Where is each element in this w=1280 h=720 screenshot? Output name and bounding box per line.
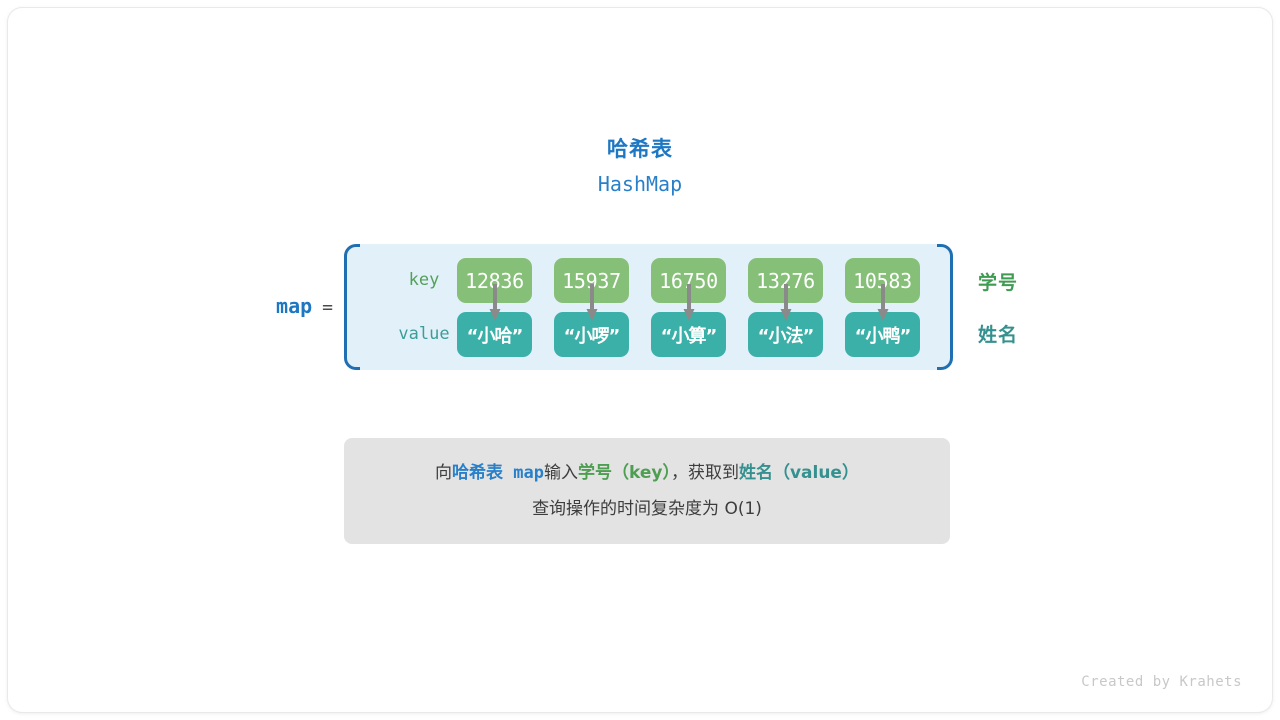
key-cell: 12836 — [457, 258, 532, 303]
key-cell: 10583 — [845, 258, 920, 303]
row-label-key: key — [408, 270, 440, 290]
footer-credit: Created by Krahets — [1081, 674, 1242, 690]
caption-seg-key: 学号（key） — [577, 463, 671, 483]
value-cell-text: “小鸭” — [854, 325, 912, 347]
key-cell-text: 10583 — [853, 268, 912, 293]
map-variable-label: map — [276, 294, 313, 318]
page-title-cn: 哈希表 — [607, 137, 673, 161]
map-assignment: map = — [233, 294, 333, 318]
side-label-value: 姓名 — [978, 324, 1019, 346]
left-bracket — [344, 244, 360, 370]
bucket-entry: 15937 “小啰” — [554, 258, 629, 357]
right-bracket — [937, 244, 953, 370]
caption-seg-map: 哈希表 map — [452, 463, 544, 483]
key-cell-text: 13276 — [756, 268, 815, 293]
value-cell: “小算” — [651, 312, 726, 357]
caption-seg-value: 姓名（value） — [738, 463, 859, 483]
value-cell: “小法” — [748, 312, 823, 357]
value-cell: “小鸭” — [845, 312, 920, 357]
key-cell: 16750 — [651, 258, 726, 303]
title-block: 哈希表 HashMap — [8, 134, 1272, 200]
bucket-entry: 13276 “小法” — [748, 258, 823, 357]
caption-line-2: 查询操作的时间复杂度为 O(1) — [532, 499, 762, 519]
caption-box: 向哈希表 map输入学号（key），获取到姓名（value） 查询操作的时间复杂… — [344, 438, 950, 544]
caption-seg-input: 输入 — [543, 463, 578, 483]
caption-seg-to: 向 — [435, 463, 453, 483]
bucket-entry: 16750 “小算” — [651, 258, 726, 357]
row-label-value: value — [398, 324, 450, 344]
bucket-entry: 12836 “小哈” — [457, 258, 532, 357]
equals-sign: = — [322, 297, 333, 318]
value-cell: “小啰” — [554, 312, 629, 357]
value-cell-text: “小算” — [660, 325, 718, 347]
hash-table-container: key value 12836 “小哈” 15937 — [344, 244, 953, 370]
page-title-en: HashMap — [597, 172, 683, 196]
diagram-canvas: 哈希表 HashMap map = key value 12836 “小哈” — [8, 8, 1272, 712]
caption-seg-get: ，获取到 — [670, 463, 739, 483]
key-cell-text: 15937 — [562, 268, 621, 293]
key-cell: 15937 — [554, 258, 629, 303]
bucket-entry: 10583 “小鸭” — [845, 258, 920, 357]
key-cell-text: 16750 — [659, 268, 718, 293]
key-cell-text: 12836 — [465, 268, 524, 293]
value-cell-text: “小法” — [757, 325, 815, 347]
caption-line-1: 向哈希表 map输入学号（key），获取到姓名（value） — [435, 455, 859, 491]
bucket-list: 12836 “小哈” 15937 “小啰” — [457, 258, 920, 357]
key-cell: 13276 — [748, 258, 823, 303]
value-cell: “小哈” — [457, 312, 532, 357]
value-cell-text: “小啰” — [563, 325, 621, 347]
value-cell-text: “小哈” — [466, 325, 524, 347]
side-label-key: 学号 — [978, 272, 1019, 294]
